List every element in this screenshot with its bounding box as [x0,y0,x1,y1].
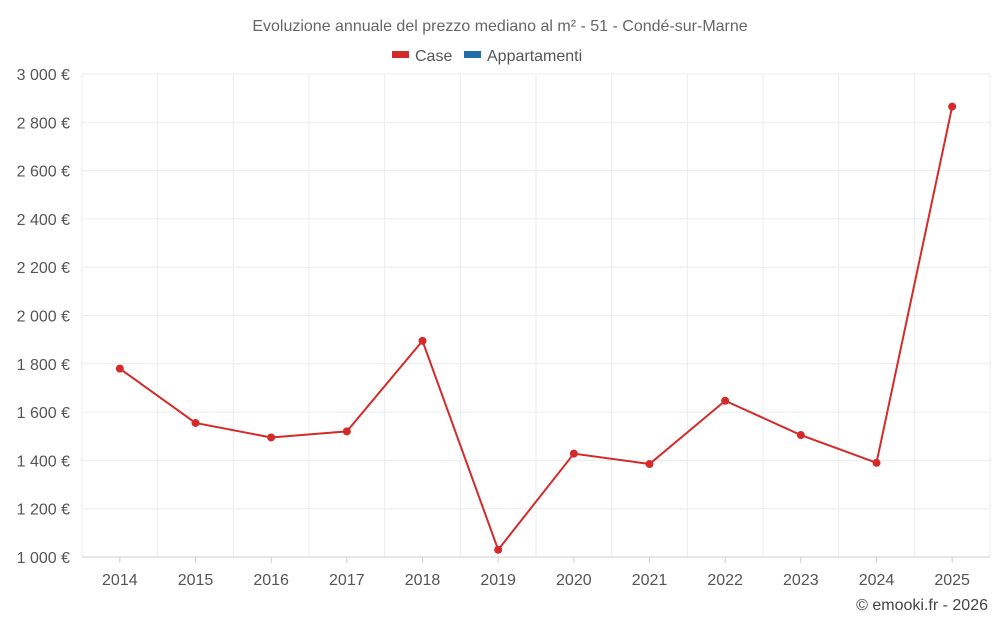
data-point[interactable] [569,449,578,458]
credit-text: © emooki.fr - 2026 [856,597,988,614]
x-tick-label: 2020 [556,572,592,589]
data-point[interactable] [191,418,200,427]
y-tick-label: 1 400 € [17,453,70,470]
data-point[interactable] [115,364,124,373]
x-tick-label: 2014 [102,572,138,589]
x-tick-label: 2019 [480,572,516,589]
x-tick-label: 2015 [178,572,214,589]
y-tick-label: 2 400 € [17,212,70,229]
legend-swatch-case [392,51,409,58]
y-tick-label: 1 000 € [17,550,70,567]
y-tick-label: 2 000 € [17,309,70,326]
data-point[interactable] [872,458,881,467]
data-point[interactable] [418,336,427,345]
data-point[interactable] [796,431,805,440]
legend: Case Appartamenti [392,48,582,65]
y-tick-label: 1 200 € [17,502,70,519]
grid [81,73,991,557]
data-point[interactable] [645,460,654,469]
legend-swatch-appartamenti [464,51,481,58]
chart-title: Evoluzione annuale del prezzo mediano al… [252,18,747,35]
legend-label-appartamenti[interactable]: Appartamenti [487,48,582,65]
data-point[interactable] [948,102,957,111]
y-tick-label: 3 000 € [17,67,70,84]
data-point[interactable] [267,433,276,442]
y-tick-label: 2 600 € [17,164,70,181]
x-tick-label: 2023 [783,572,819,589]
series-line-case [119,106,954,552]
data-point[interactable] [494,545,503,554]
x-tick-label: 2021 [632,572,668,589]
y-axis: 1 000 € 1 200 € 1 400 € 1 600 € 1 800 € 2 000… [17,67,70,567]
y-tick-label: 2 800 € [17,115,70,132]
x-tick-label: 2025 [934,572,970,589]
y-tick-label: 2 200 € [17,260,70,277]
series-layer [115,102,957,554]
y-tick-label: 1 600 € [17,405,70,422]
x-tick-label: 2024 [859,572,895,589]
legend-label-case[interactable]: Case [415,48,452,65]
x-tick-label: 2022 [707,572,743,589]
data-point[interactable] [721,396,730,405]
x-axis: 2014 2015 2016 2017 2018 2019 2020 2021 2022 2023… [82,556,990,589]
x-tick-label: 2016 [253,572,289,589]
x-tick-label: 2017 [329,572,365,589]
y-tick-label: 1 800 € [17,357,70,374]
data-point[interactable] [342,427,351,436]
x-tick-label: 2018 [405,572,441,589]
